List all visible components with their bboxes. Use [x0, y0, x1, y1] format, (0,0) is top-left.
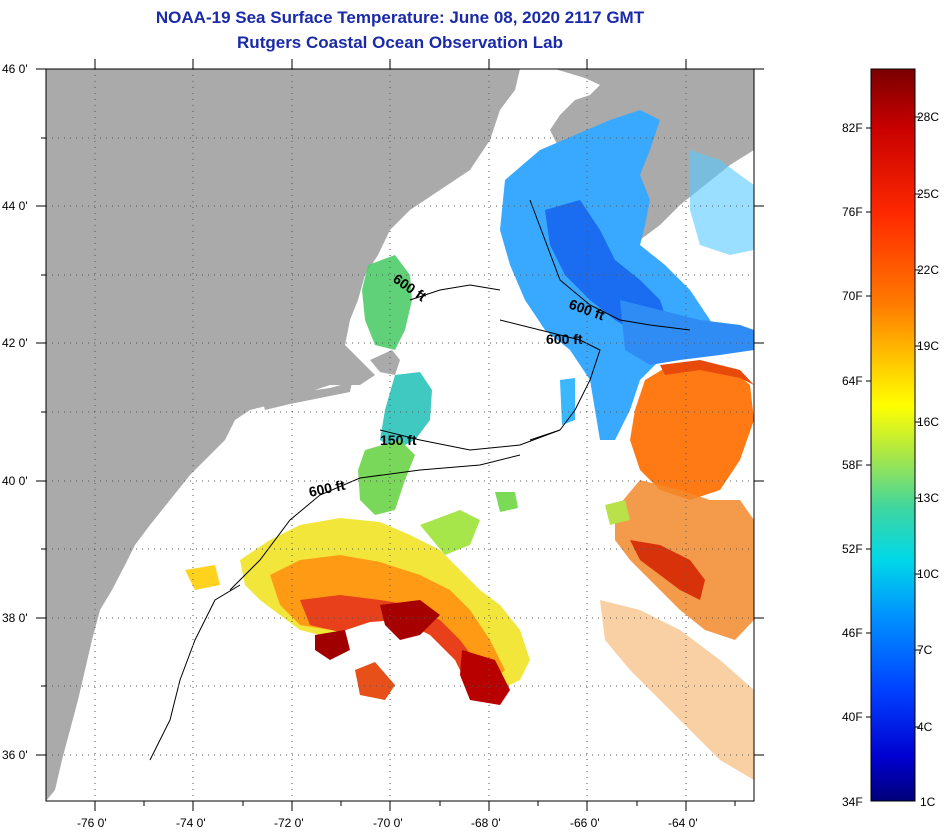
lon-label: -74 0' [176, 816, 206, 830]
colorbar-c-label: 19C [917, 339, 939, 353]
colorbar-c-label: 1C [920, 795, 936, 809]
colorbar-c-label: 25C [917, 187, 939, 201]
colorbar-c-label: 4C [917, 720, 933, 734]
colorbar-f-label: 70F [842, 289, 863, 303]
colorbar-c-label: 13C [917, 491, 939, 505]
colorbar-ticks [866, 116, 920, 728]
colorbar-f-label: 82F [842, 121, 863, 135]
colorbar-f-label: 40F [842, 710, 863, 724]
colorbar-f-label: 46F [842, 626, 863, 640]
lat-label: 42 0' [2, 336, 28, 350]
axis-ticks [36, 59, 764, 811]
lat-label: 36 0' [2, 748, 28, 762]
lat-label: 44 0' [2, 199, 28, 213]
colorbar-c-label: 22C [917, 263, 939, 277]
colorbar-c-label: 28C [917, 110, 939, 124]
sst-warm-core-ring [600, 360, 754, 780]
lon-label: -64 0' [668, 816, 698, 830]
sst-georges-bank [358, 372, 518, 515]
map-title: NOAA-19 Sea Surface Temperature: June 08… [155, 8, 645, 27]
lon-label: -76 0' [77, 816, 107, 830]
lon-label: -66 0' [570, 816, 600, 830]
colorbar-f-label: 58F [842, 458, 863, 472]
land-us-east-coast [46, 69, 520, 801]
lat-label: 46 0' [2, 62, 28, 76]
land-cape-breton [700, 69, 754, 120]
land-long-island [262, 382, 352, 410]
colorbar-c-label: 10C [917, 567, 939, 581]
lat-label: 38 0' [2, 611, 28, 625]
bathymetry-contours [149, 199, 691, 761]
colorbar-f-label: 52F [842, 542, 863, 556]
contour-label: 150 ft [380, 432, 417, 448]
map-subtitle: Rutgers Coastal Ocean Observation Lab [237, 33, 563, 52]
lon-label: -72 0' [274, 816, 304, 830]
contour-label: 600 ft [307, 477, 346, 500]
lon-label: -70 0' [373, 816, 403, 830]
graticule [46, 69, 754, 801]
land-cape-cod [370, 350, 400, 375]
colorbar-c-label: 7C [917, 643, 933, 657]
colorbar-f-label: 76F [842, 205, 863, 219]
colorbar-c-label: 16C [917, 415, 939, 429]
lon-label: -68 0' [471, 816, 501, 830]
lat-label: 40 0' [2, 474, 28, 488]
sst-gulf-stream [185, 510, 530, 705]
colorbar [870, 68, 916, 802]
map-frame [45, 68, 755, 802]
colorbar-f-label: 64F [842, 374, 863, 388]
colorbar-f-label: 34F [842, 795, 863, 809]
contour-label: 600 ft [546, 331, 583, 347]
